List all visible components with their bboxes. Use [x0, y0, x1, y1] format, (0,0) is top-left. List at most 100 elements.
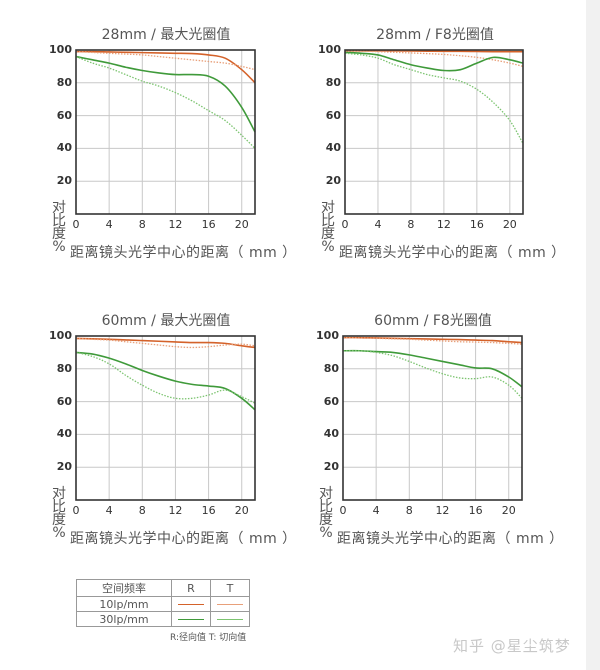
x-axis-label: 距离镜头光学中心的距离（ mm ）	[339, 245, 566, 261]
x-axis-label: 距离镜头光学中心的距离（ mm ）	[337, 531, 564, 547]
y-tick-label: 40	[56, 427, 72, 441]
y-tick-label: 20	[56, 174, 72, 188]
x-tick-label: 16	[468, 504, 483, 517]
x-axis-label: 距离镜头光学中心的距离（ mm ）	[70, 245, 297, 261]
series-line-10lp-mm-t	[344, 50, 524, 68]
series-line-30lp-mm-t	[75, 351, 256, 404]
x-tick-label: 4	[105, 504, 113, 517]
series-line-30lp-mm-r	[344, 51, 524, 72]
y-axis-label-char: 对	[52, 200, 66, 216]
series-line-30lp-mm-r	[75, 351, 256, 411]
series-line-10lp-mm-t	[342, 336, 523, 345]
y-tick-label: 60	[323, 394, 339, 408]
series-line-10lp-mm-r	[342, 336, 523, 344]
y-axis-label-char: 比	[52, 499, 66, 515]
swatch-30lp-t	[217, 619, 243, 620]
y-axis-label-char: 对	[52, 486, 66, 502]
series-line-30lp-mm-t	[342, 349, 523, 399]
y-tick-label: 80	[325, 75, 341, 89]
x-tick-label: 8	[407, 218, 415, 231]
series-line-10lp-mm-r	[75, 50, 256, 84]
y-axis-label: 对比度%	[51, 200, 67, 255]
x-tick-label: 8	[138, 504, 146, 517]
y-tick-label: 100	[318, 43, 341, 56]
legend-note: R:径向值 T: 切向值	[170, 633, 247, 643]
plot-frame	[342, 335, 523, 501]
x-tick-label: 8	[405, 504, 413, 517]
x-tick-label: 0	[339, 504, 347, 517]
x-tick-label: 0	[72, 218, 80, 231]
x-tick-label: 16	[469, 218, 484, 231]
series-line-10lp-mm-t	[75, 337, 256, 349]
legend-header-row: 空间频率 R T	[76, 579, 250, 597]
y-tick-label: 40	[325, 141, 341, 155]
series-line-30lp-mm-t	[75, 55, 256, 149]
y-tick-label: 20	[325, 174, 341, 188]
swatch-30lp-r	[178, 619, 204, 620]
series-line-10lp-mm-t	[75, 50, 256, 71]
y-tick-label: 40	[56, 141, 72, 155]
y-tick-label: 80	[56, 361, 72, 375]
page-margin-strip	[586, 0, 600, 670]
y-axis-label-char: 比	[52, 213, 66, 229]
x-tick-label: 16	[201, 504, 216, 517]
y-axis-label: 对比度%	[318, 486, 334, 540]
x-axis-label: 距离镜头光学中心的距离（ mm ）	[70, 531, 297, 547]
x-tick-label: 20	[234, 218, 249, 231]
y-axis-label-char: 度	[321, 226, 335, 242]
x-tick-label: 4	[372, 504, 380, 517]
chart-title: 60mm / F8光圈值	[374, 313, 492, 329]
y-axis-label-char: 比	[321, 213, 335, 229]
swatch-10lp-r	[178, 604, 204, 605]
x-tick-label: 20	[234, 504, 249, 517]
legend-table: 空间频率 R T 10lp/mm 30lp/mm	[76, 579, 250, 627]
x-tick-label: 12	[435, 504, 450, 517]
legend-header-t: T	[210, 579, 250, 597]
y-tick-label: 100	[49, 43, 72, 56]
x-tick-label: 4	[374, 218, 382, 231]
y-tick-label: 80	[56, 75, 72, 89]
y-tick-label: 100	[49, 329, 72, 342]
series-line-30lp-mm-r	[75, 55, 256, 133]
y-tick-label: 20	[323, 460, 339, 474]
series-line-10lp-mm-r	[75, 337, 256, 349]
x-tick-label: 12	[168, 218, 183, 231]
y-tick-label: 20	[56, 460, 72, 474]
y-axis-label-char: %	[321, 239, 335, 255]
y-axis-label-char: 对	[319, 486, 333, 502]
plot-frame	[75, 335, 256, 501]
y-axis-label-char: %	[52, 525, 66, 541]
zhihu-watermark: 知乎 @星尘筑梦	[453, 637, 571, 655]
y-tick-label: 80	[323, 361, 339, 375]
legend-row-30lp: 30lp/mm	[76, 611, 250, 627]
x-tick-label: 0	[341, 218, 349, 231]
x-tick-label: 20	[502, 218, 517, 231]
x-tick-label: 20	[501, 504, 516, 517]
y-axis-label-char: 度	[319, 512, 333, 528]
x-tick-label: 16	[201, 218, 216, 231]
y-axis-label: 对比度%	[320, 200, 336, 255]
y-axis-label-char: 对	[321, 200, 335, 216]
y-tick-label: 60	[325, 108, 341, 122]
y-axis-label: 对比度%	[51, 486, 67, 541]
chart-title: 28mm / F8光圈值	[376, 27, 494, 43]
chart-title: 60mm / 最大光圈值	[101, 313, 231, 329]
y-axis-label-char: 比	[319, 499, 333, 515]
series-line-30lp-mm-t	[344, 52, 524, 144]
y-axis-label-char: 度	[52, 512, 66, 528]
plot-frame	[344, 49, 524, 215]
legend-label-30lp: 30lp/mm	[76, 611, 172, 627]
y-tick-label: 60	[56, 108, 72, 122]
legend-row-10lp: 10lp/mm	[76, 596, 250, 612]
swatch-10lp-t	[217, 604, 243, 605]
y-tick-label: 60	[56, 394, 72, 408]
y-axis-label-char: 度	[52, 226, 66, 242]
x-tick-label: 8	[138, 218, 146, 231]
legend-header-frequency: 空间频率	[76, 579, 172, 597]
chart-title: 28mm / 最大光圈值	[101, 27, 231, 43]
y-axis-label-char: %	[52, 239, 66, 255]
